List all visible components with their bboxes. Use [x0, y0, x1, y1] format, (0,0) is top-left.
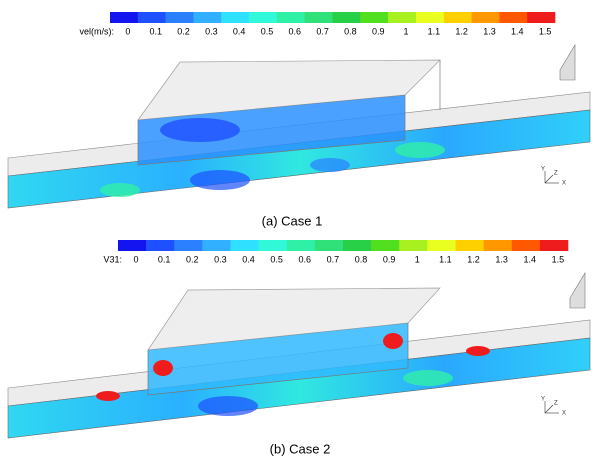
- colorbar-tick-label: 1.5: [539, 26, 552, 36]
- panel: Y ZX vel(m/s): 0 0.1 0.2 0.3 0.4 0.5 0.6 0.7 0.8 0.…: [7, 12, 591, 228]
- colorbar-tick-label: 1.1: [428, 26, 441, 36]
- colorbar-segment: [314, 240, 344, 251]
- simulation-view: [7, 43, 591, 209]
- colorbar-segment: [249, 12, 278, 23]
- colorbar-tick-label: 0.6: [299, 254, 312, 264]
- colorbar-tick-label: 1: [404, 26, 409, 36]
- colorbar-segment: [276, 12, 305, 23]
- colorbar-tick-label: 0.6: [289, 26, 302, 36]
- colorbar-tick-label: 0.2: [177, 26, 190, 36]
- colorbar-segment: [230, 240, 259, 251]
- colorbar-segment: [110, 12, 139, 23]
- colorbar-segment: [443, 12, 472, 23]
- colorbar-segment: [371, 240, 400, 251]
- colorbar-tick-label: 0.9: [372, 26, 385, 36]
- colorbar-segment: [174, 240, 203, 251]
- simulation-view: [7, 271, 591, 439]
- colorbar-segment: [332, 12, 361, 23]
- colorbar-tick-label: 1.4: [511, 26, 524, 36]
- colorbar-tick-label: 1.3: [483, 26, 496, 36]
- colorbar-tick-label: 0.3: [214, 254, 227, 264]
- axis-label: Y: [541, 397, 545, 403]
- colorbar-tick-label: 0: [134, 254, 139, 264]
- colorbar-tick-label: 0.5: [270, 254, 283, 264]
- colorbar-tick-label: 0.1: [158, 254, 171, 264]
- colorbar-tick-label: 0.8: [344, 26, 357, 36]
- colorbar-tick-label: 0.4: [233, 26, 246, 36]
- colorbar-segment: [221, 12, 250, 23]
- colorbar-segment: [539, 240, 569, 251]
- colorbar-tick-label: 1.1: [439, 254, 452, 264]
- colorbar-segment: [165, 12, 194, 23]
- colorbar-tick-label: 1.2: [467, 254, 480, 264]
- colorbar-segment: [360, 12, 389, 23]
- colorbar-segment: [427, 240, 456, 251]
- axis-label: Y: [541, 167, 545, 173]
- axis-label: Z: [554, 401, 558, 407]
- colorbar-tick-label: 0.8: [355, 254, 368, 264]
- colorbar-tick-label: 1: [415, 254, 420, 264]
- colorbar-segment: [146, 240, 175, 251]
- colorbar-segment: [304, 12, 333, 23]
- colorbar-segment: [399, 240, 428, 251]
- colorbar-tick-label: 0: [125, 26, 130, 36]
- colorbar-segment: [471, 12, 500, 23]
- colorbar-segment: [343, 240, 372, 251]
- caption: (a) Case 1: [262, 213, 323, 228]
- colorbar-tick-label: 0.1: [149, 26, 162, 36]
- colorbar-tick-label: 0.9: [383, 254, 396, 264]
- colorbar-tick-label: 1.5: [552, 254, 565, 264]
- axis-label: X: [562, 411, 566, 417]
- colorbar-label: vel(m/s):: [80, 26, 115, 36]
- axis-label: X: [562, 181, 566, 187]
- axis-triad: Y ZX: [541, 167, 566, 187]
- colorbar-tick-label: 0.5: [261, 26, 274, 36]
- colorbar-segment: [202, 240, 231, 251]
- colorbar-tick-label: 0.2: [186, 254, 199, 264]
- colorbar-tick-label: 1.3: [495, 254, 508, 264]
- caption: (b) Case 2: [270, 441, 331, 456]
- colorbar-segment: [455, 240, 484, 251]
- colorbar-segment: [511, 240, 541, 251]
- colorbar-segment: [527, 12, 556, 23]
- colorbar-segment: [118, 240, 147, 251]
- colorbar-label: V31:: [103, 254, 122, 264]
- colorbar-tick-label: 0.7: [327, 254, 340, 264]
- axis-label: Z: [554, 171, 558, 177]
- colorbar-segment: [258, 240, 288, 251]
- panel: Y ZX V31: 0 0.1 0.2 0.3 0.4 0.5 0.6 0.7 0.8 0.9 1 1.1…: [7, 240, 591, 456]
- axis-triad: Y ZX: [541, 397, 566, 417]
- colorbar-segment: [137, 12, 166, 23]
- colorbar-segment: [286, 240, 316, 251]
- colorbar-tick-label: 0.7: [316, 26, 329, 36]
- colorbar-segment: [388, 12, 417, 23]
- colorbar-tick-label: 1.4: [524, 254, 537, 264]
- colorbar-tick-label: 0.4: [242, 254, 255, 264]
- colorbar-tick-label: 1.2: [455, 26, 468, 36]
- colorbar-segment: [499, 12, 528, 23]
- colorbar-segment: [483, 240, 513, 251]
- colorbar-tick-label: 0.3: [205, 26, 218, 36]
- colorbar-segment: [415, 12, 445, 23]
- colorbar-segment: [193, 12, 222, 23]
